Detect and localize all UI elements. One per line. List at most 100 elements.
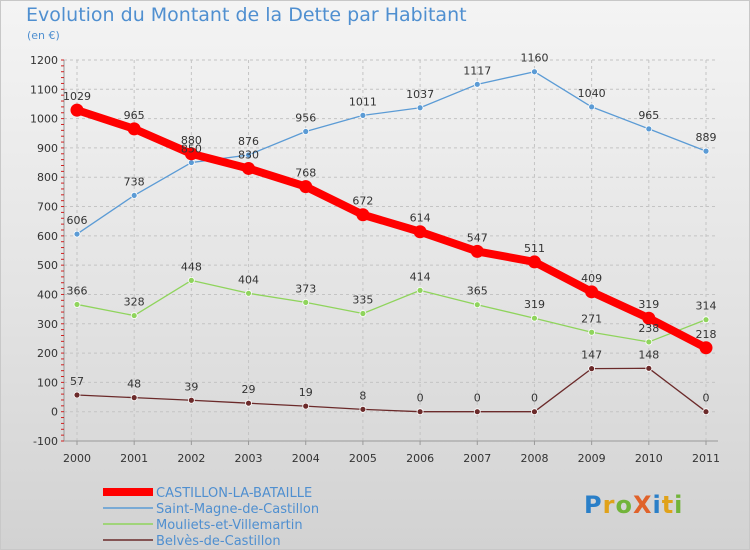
data-point [473,408,481,416]
data-point [359,310,367,317]
data-point [416,408,424,416]
data-label: 218 [696,328,717,341]
series-line-1 [76,71,707,235]
series-line-0 [73,106,710,352]
data-label: 1011 [349,95,377,108]
data-point [130,394,138,402]
data-point [73,391,81,399]
data-point [356,208,370,222]
data-label: 148 [638,348,659,361]
y-tick-label: 600 [37,230,58,243]
data-point [531,314,538,322]
data-point [187,396,195,404]
data-label: 1040 [578,87,606,100]
data-point [702,408,710,416]
data-point [302,128,310,135]
y-tick-label: 1100 [30,83,58,96]
y-tick-label: 200 [37,347,58,360]
data-point [187,276,195,284]
data-point [645,364,653,372]
y-tick-label: -100 [33,435,58,448]
data-label: 366 [67,284,88,297]
y-tick-label: 700 [37,201,58,214]
series-line-2 [76,279,707,343]
legend-label: CASTILLON-LA-BATAILLE [156,486,312,501]
data-label: 880 [181,134,202,147]
data-point [187,159,195,166]
x-tick-label: 2005 [349,452,377,465]
data-point [702,316,710,324]
data-label: 606 [67,214,88,227]
data-point [299,180,313,194]
data-point [130,192,138,199]
legend-label: Saint-Magne-de-Castillon [156,502,319,517]
y-tick-label: 300 [37,318,58,331]
data-point [73,301,81,308]
data-point [699,341,713,355]
data-point [416,104,424,112]
y-tick-label: 500 [37,259,58,272]
data-label: 768 [295,167,316,180]
data-point [245,289,252,297]
data-label: 965 [124,109,145,122]
data-label: 335 [352,294,373,307]
data-label: 956 [295,112,316,125]
data-label: 965 [638,109,659,122]
y-tick-label: 0 [51,406,58,419]
data-point [242,161,256,175]
data-label: 614 [410,212,431,225]
data-point [416,286,424,294]
chart-title: Evolution du Montant de la Dette par Hab… [26,4,467,26]
data-label: 876 [238,135,259,148]
data-point [588,103,596,111]
data-label: 1037 [406,88,434,101]
y-tick-label: 1200 [30,54,58,67]
data-label: 238 [638,322,659,335]
data-label: 830 [238,148,259,161]
x-tick-label: 2008 [520,452,548,465]
data-point [702,147,710,155]
data-label: 738 [124,175,145,188]
y-tick-label: 900 [37,142,58,155]
legend-label: Belvès-de-Castillon [156,534,281,549]
data-point [359,405,367,413]
data-point [184,147,198,161]
data-label: 414 [410,270,431,283]
data-point [588,328,596,336]
data-label: 0 [474,392,481,405]
data-label: 48 [127,378,141,391]
data-label: 29 [242,383,256,396]
data-label: 328 [124,296,145,309]
data-point [302,402,310,410]
data-label: 547 [467,231,488,244]
data-label: 0 [703,392,710,405]
series-line-3 [76,367,707,413]
data-point [70,103,84,117]
data-label: 409 [581,272,602,285]
x-tick-label: 2000 [63,452,91,465]
y-tick-label: 400 [37,288,58,301]
x-tick-label: 2007 [463,452,491,465]
data-point [127,122,141,136]
legend-label: Mouliets-et-Villemartin [156,518,303,533]
data-point [130,312,138,319]
data-label: 0 [531,392,538,405]
proxiti-logo: ProXiti [584,491,684,519]
data-label: 19 [299,386,313,399]
data-label: 0 [417,392,424,405]
y-tick-label: 1000 [30,113,58,126]
data-label: 365 [467,285,488,298]
data-label: 889 [696,131,717,144]
data-point [585,285,599,299]
x-tick-label: 2010 [635,452,663,465]
data-label: 39 [184,380,198,393]
data-point [645,338,653,346]
data-label: 850 [181,143,202,156]
data-point [527,255,541,269]
data-point [413,225,427,239]
x-tick-label: 2009 [578,452,606,465]
data-point [359,111,367,119]
x-tick-label: 2004 [292,452,320,465]
